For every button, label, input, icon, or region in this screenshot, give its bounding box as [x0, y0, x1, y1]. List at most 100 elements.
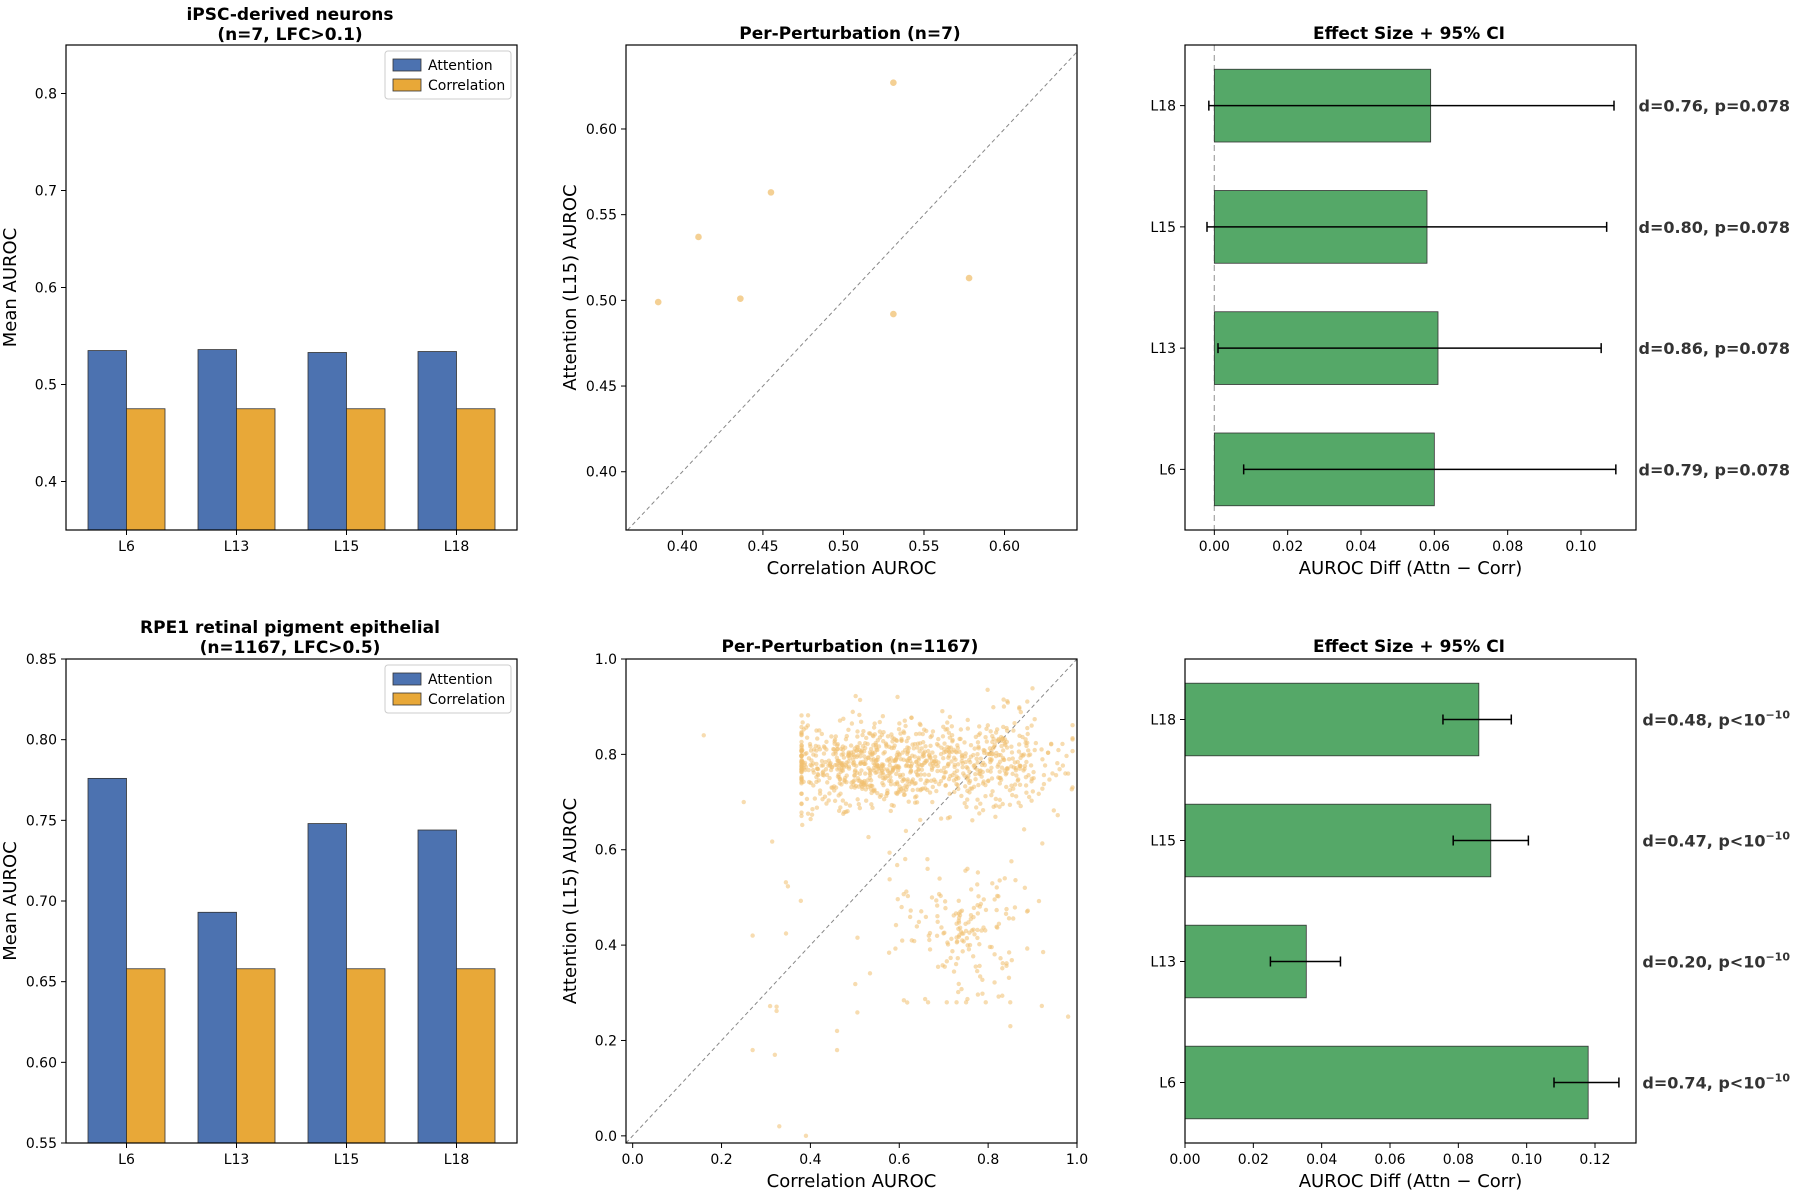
- data-point: [1011, 728, 1016, 733]
- data-point: [836, 793, 841, 798]
- data-point: [851, 752, 856, 758]
- data-point: [997, 804, 1002, 809]
- effect-annotation-l18: d=0.76, p=0.078: [1639, 97, 1790, 116]
- data-point: [948, 745, 954, 750]
- data-point: [857, 805, 863, 811]
- data-point: [801, 779, 806, 785]
- data-point: [872, 732, 878, 737]
- data-point: [983, 793, 988, 799]
- data-point: [922, 749, 928, 754]
- data-point: [980, 977, 985, 983]
- data-point: [737, 295, 744, 302]
- data-point: [985, 723, 991, 728]
- data-point: [911, 746, 916, 751]
- data-point: [934, 788, 939, 794]
- panel-title: Effect Size + 95% CI: [1313, 24, 1505, 44]
- data-point: [817, 791, 823, 796]
- data-point: [988, 769, 993, 774]
- data-point: [857, 712, 862, 718]
- data-point: [949, 724, 955, 729]
- x-tick-label: L15: [334, 539, 360, 555]
- data-point: [1016, 777, 1021, 782]
- legend-swatch-attention: [392, 58, 422, 72]
- data-point: [1039, 747, 1044, 752]
- effect-bar-l6: [1184, 1045, 1589, 1120]
- data-point: [970, 954, 976, 959]
- data-point: [1040, 786, 1045, 791]
- data-point: [966, 947, 972, 952]
- data-point: [896, 727, 902, 732]
- data-point: [973, 771, 978, 777]
- data-point: [968, 916, 974, 922]
- data-point: [1036, 898, 1042, 904]
- x-tick-label: 0.08: [1443, 1152, 1474, 1168]
- data-point: [857, 771, 863, 777]
- data-point: [898, 756, 904, 762]
- data-point: [805, 811, 811, 816]
- data-point: [819, 763, 824, 768]
- data-point: [971, 752, 976, 758]
- data-point: [998, 752, 1003, 758]
- data-point: [798, 898, 804, 904]
- identity-diagonal: [625, 658, 1078, 1144]
- data-point: [1021, 827, 1027, 832]
- data-point: [799, 724, 804, 730]
- data-point: [814, 728, 819, 733]
- data-point: [985, 687, 990, 693]
- data-point: [922, 772, 927, 777]
- data-point: [960, 949, 965, 954]
- data-point: [975, 752, 980, 757]
- axes-frame: [625, 658, 1078, 1144]
- data-point: [957, 736, 962, 742]
- y-tick-label: L6: [1159, 1076, 1176, 1092]
- data-point: [993, 753, 999, 759]
- data-point: [975, 992, 981, 997]
- data-point: [925, 778, 930, 784]
- x-tick-label: L6: [118, 539, 135, 555]
- data-point: [839, 752, 844, 757]
- data-point: [954, 935, 959, 940]
- annotation-exponent: −10: [1765, 830, 1790, 843]
- data-point: [814, 761, 819, 767]
- data-point: [890, 735, 895, 740]
- effect-bar-l18: [1184, 682, 1480, 757]
- data-point: [856, 802, 862, 807]
- effect-annotation-l6: d=0.74, p<10−10: [1642, 1072, 1790, 1093]
- data-point: [999, 765, 1005, 770]
- data-point: [1026, 794, 1032, 800]
- data-point: [956, 898, 961, 903]
- axes-frame: [625, 44, 1078, 531]
- data-point: [971, 784, 977, 790]
- data-point: [1009, 764, 1014, 769]
- data-point: [901, 891, 906, 897]
- data-point: [941, 750, 947, 755]
- data-point: [820, 770, 825, 775]
- data-point: [903, 723, 908, 729]
- data-point: [750, 1047, 755, 1053]
- data-point: [955, 743, 960, 748]
- data-point: [887, 759, 893, 764]
- y-tick-label: 0.0: [595, 1129, 617, 1145]
- data-point: [856, 784, 861, 789]
- data-point: [950, 737, 955, 743]
- data-point: [994, 885, 999, 890]
- data-point: [854, 748, 859, 753]
- data-point: [1006, 756, 1012, 762]
- attention-bar-l6: [87, 777, 127, 1144]
- data-point: [1007, 802, 1013, 808]
- data-point: [1025, 725, 1030, 731]
- x-tick-label: 0.45: [747, 539, 778, 555]
- data-point: [1023, 783, 1029, 788]
- data-point: [893, 946, 898, 951]
- data-point: [995, 925, 1000, 930]
- data-point: [880, 713, 886, 719]
- data-point: [870, 750, 875, 755]
- data-point: [833, 734, 838, 739]
- data-point: [1004, 725, 1009, 731]
- data-point: [977, 771, 983, 777]
- data-point: [1057, 767, 1062, 772]
- data-point: [861, 729, 866, 734]
- x-tick-label: 0.8: [977, 1152, 999, 1168]
- data-point: [993, 803, 998, 808]
- panel-title: Per-Perturbation (n=1167): [722, 637, 979, 657]
